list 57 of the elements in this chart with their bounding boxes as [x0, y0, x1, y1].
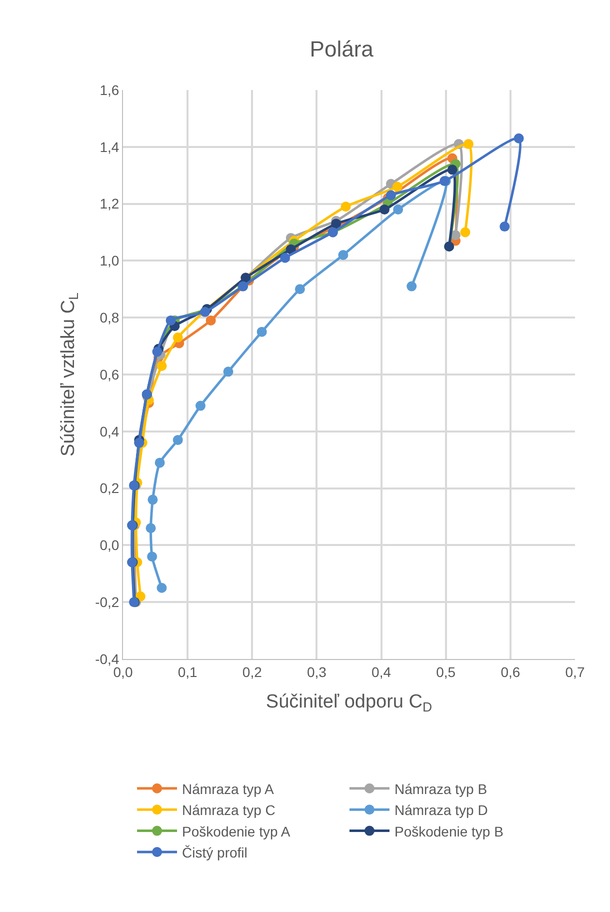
point [380, 204, 390, 214]
x-tick-label: 0,6 [500, 664, 520, 680]
point [223, 366, 234, 377]
x-axis-title: Súčiniteľ odporu C$_{D}$ [266, 692, 432, 715]
point [154, 458, 165, 468]
point [146, 523, 156, 534]
point [195, 400, 206, 411]
y-tick-label: 1,6 [100, 82, 120, 98]
y-tick-label: 0,2 [100, 480, 120, 496]
y-tick-label: 1,4 [100, 138, 120, 155]
point [331, 218, 342, 229]
x-tick-label: 0,3 [306, 664, 327, 680]
legend-label: Poškodenie typ A [182, 823, 291, 840]
point [172, 434, 183, 445]
legend-label: Námraza typ C [182, 802, 276, 818]
legend-label: Čistý profil [182, 844, 248, 860]
point [294, 284, 305, 294]
point [406, 281, 417, 292]
y-tick-label: 0,6 [100, 366, 120, 382]
y-tick-label: 1,0 [100, 252, 120, 269]
point [386, 190, 396, 200]
point [166, 315, 176, 326]
point [148, 494, 158, 505]
point [156, 582, 167, 593]
point [152, 346, 162, 357]
point [392, 182, 402, 192]
y-tick-label: 0,4 [100, 423, 120, 440]
point [156, 360, 167, 371]
point [147, 552, 158, 562]
point [172, 332, 183, 343]
point [393, 204, 404, 214]
point [280, 252, 290, 263]
y-tick-label: 0,0 [100, 537, 120, 554]
point [256, 326, 267, 337]
point [447, 164, 458, 175]
x-tick-label: 0,4 [372, 664, 392, 680]
point [514, 133, 524, 144]
legend-label: Námraza typ D [394, 802, 488, 818]
point [340, 202, 351, 212]
point [200, 306, 210, 317]
y-tick-label: 0,8 [100, 310, 120, 326]
point [463, 139, 474, 150]
x-tick-label: 0,5 [436, 664, 456, 680]
x-tick-label: 0,7 [565, 664, 585, 680]
legend-label: Námraza typ B [394, 780, 488, 797]
point [338, 250, 348, 260]
x-tick-label: 0,1 [178, 664, 198, 680]
chart-title: Polára [310, 36, 374, 62]
point [206, 315, 216, 326]
x-tick-label: 0,2 [242, 664, 262, 680]
y-tick-label: -0,2 [95, 594, 120, 610]
legend-label: Poškodenie typ B [394, 823, 504, 840]
point [460, 227, 470, 238]
y-tick-label: 1,2 [100, 196, 120, 212]
legend-label: Námraza typ A [182, 780, 275, 797]
point [500, 222, 510, 232]
point [135, 591, 146, 602]
